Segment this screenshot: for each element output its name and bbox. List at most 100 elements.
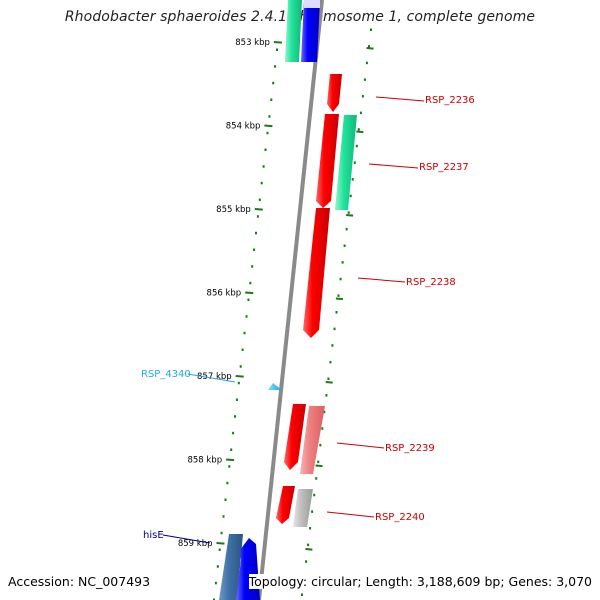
- guide-dot: [359, 111, 362, 115]
- kbp-tick-mark: [216, 542, 225, 545]
- label-rsp-2236[interactable]: RSP_2236: [425, 95, 475, 106]
- guide-dot: [247, 298, 250, 301]
- guide-dot: [345, 227, 348, 231]
- guide-dot: [220, 531, 223, 535]
- kbp-tick-mark: [273, 41, 282, 44]
- guide-dot: [256, 215, 259, 218]
- guide-dot: [363, 78, 366, 81]
- guide-dot: [255, 231, 257, 235]
- guide-dot: [349, 194, 352, 198]
- guide-dot: [234, 415, 236, 418]
- gene-features: [219, 0, 357, 600]
- gene-hise[interactable]: [219, 534, 243, 600]
- accession-text: Accession: NC_007493: [8, 574, 151, 589]
- guide-dot: [228, 465, 231, 468]
- kbp-tick-label: 854 kbp: [226, 122, 261, 132]
- gene-labels: RSP_2236 RSP_2237 RSP_2238 RSP_4340 RSP_…: [141, 95, 475, 541]
- guide-dot: [230, 448, 233, 451]
- guide-dot: [243, 331, 246, 335]
- guide-dot: [333, 327, 336, 331]
- guide-dot: [268, 115, 271, 118]
- guide-dot: [351, 178, 354, 181]
- kbp-tick-mark-outer: [305, 548, 313, 551]
- guide-dot: [343, 244, 346, 247]
- guide-dot: [341, 261, 344, 264]
- kbp-tick-label: 858 kbp: [187, 456, 222, 466]
- kbp-tick-mark: [226, 458, 235, 462]
- guide-dot: [317, 460, 320, 464]
- guide-dot: [307, 543, 310, 547]
- guide-dot: [258, 198, 261, 201]
- guide-dot: [365, 61, 368, 65]
- guide-dot: [276, 48, 278, 51]
- guide-dot: [260, 181, 263, 185]
- guide-dot: [309, 527, 312, 530]
- guide-dot: [361, 95, 364, 98]
- gene-rsp-2240[interactable]: [293, 489, 313, 527]
- gene-rsp-2240-red[interactable]: [276, 486, 295, 524]
- kbp-tick-mark-outer: [356, 130, 364, 134]
- kbp-tick-label: 853 kbp: [235, 38, 270, 48]
- gene-rsp-2239[interactable]: [300, 406, 325, 474]
- guide-dot: [347, 211, 350, 214]
- gene-rsp-2237[interactable]: [335, 115, 357, 210]
- gene-green-top[interactable]: [285, 0, 302, 62]
- kbp-ticks: 853 kbp 854 kbp 855 kbp 856 kbp 857 kbp 858 k…: [178, 38, 374, 551]
- guide-dot: [323, 410, 326, 414]
- kbp-tick-mark: [235, 375, 244, 378]
- label-hise[interactable]: hisE: [143, 530, 164, 541]
- guide-dot: [235, 398, 238, 401]
- kbp-tick-mark-outer: [346, 214, 354, 217]
- label-rsp-2239[interactable]: RSP_2239: [385, 443, 435, 454]
- kbp-tick-mark: [245, 291, 254, 295]
- guide-dot: [274, 65, 277, 68]
- label-rsp-2237[interactable]: RSP_2237: [419, 162, 469, 173]
- guide-dot: [355, 144, 358, 148]
- gene-rsp-2236[interactable]: [327, 74, 342, 112]
- guide-dot: [245, 315, 248, 318]
- gene-rsp-4340[interactable]: [268, 383, 282, 390]
- guide-dot: [216, 565, 219, 568]
- genome-summary-text: Topology: circular; Length: 3,188,609 bp…: [248, 574, 592, 589]
- label-leaders: [162, 96, 425, 544]
- kbp-tick-mark-outer: [366, 47, 374, 50]
- guide-dot: [319, 443, 322, 447]
- guide-dot: [249, 281, 252, 285]
- guide-dot: [262, 165, 265, 168]
- kbp-tick-mark: [254, 208, 263, 211]
- gene-rsp-2237-red[interactable]: [316, 114, 339, 208]
- guide-dot: [222, 515, 225, 518]
- guide-dot: [239, 365, 242, 368]
- guide-dot: [270, 98, 273, 101]
- guide-dot: [353, 161, 356, 164]
- guide-dot: [321, 427, 324, 430]
- kbp-tick-mark-outer: [335, 297, 343, 301]
- guide-dot: [331, 344, 334, 347]
- label-rsp-2238[interactable]: RSP_2238: [406, 277, 456, 288]
- guide-dot: [329, 360, 332, 364]
- guide-dot: [218, 548, 221, 551]
- kbp-tick-mark: [264, 124, 273, 128]
- guide-dot: [251, 265, 254, 268]
- kbp-tick-mark-outer: [325, 381, 333, 384]
- guide-dot: [253, 248, 256, 251]
- gene-blue-top[interactable]: [301, 0, 320, 62]
- guide-dot: [226, 481, 229, 485]
- guide-dot: [368, 45, 370, 48]
- chromosome-backbone: [257, 0, 324, 600]
- kbp-tick-label: 855 kbp: [216, 205, 251, 215]
- kbp-tick-label: 857 kbp: [197, 372, 232, 382]
- outer-dotted-guide: [301, 28, 372, 596]
- label-rsp-2240[interactable]: RSP_2240: [375, 512, 425, 523]
- guide-dot: [337, 294, 340, 297]
- gene-rsp-2239-red[interactable]: [284, 404, 306, 470]
- guide-dot: [301, 593, 303, 596]
- guide-dot: [335, 311, 338, 314]
- label-rsp-4340[interactable]: RSP_4340: [141, 369, 191, 380]
- guide-dot: [357, 128, 360, 131]
- gene-rsp-2238[interactable]: [303, 208, 330, 338]
- guide-dot: [213, 598, 215, 600]
- kbp-tick-label: 859 kbp: [178, 539, 213, 549]
